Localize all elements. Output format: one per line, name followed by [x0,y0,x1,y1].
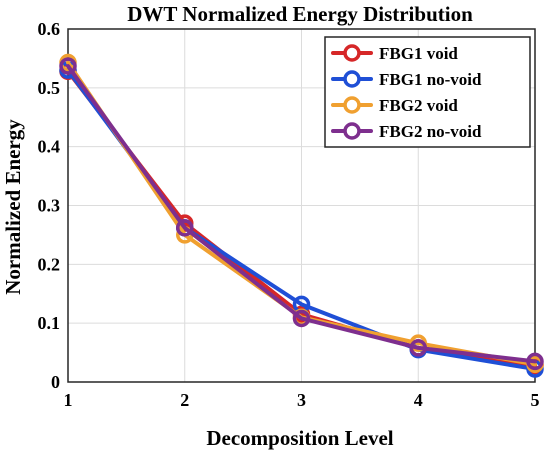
y-tick-label: 0.2 [38,254,61,274]
legend-label: FBG2 no-void [379,122,482,141]
legend-item: FBG2 no-void [331,122,482,141]
x-tick-label: 2 [180,390,189,410]
legend-marker [343,96,361,114]
x-tick-label: 5 [531,390,540,410]
legend-item: FBG2 void [331,96,458,115]
tick-labels: 1 2 3 4 5 0 0.1 0.2 0.3 0.4 0.5 0.6 [38,19,540,410]
legend-item: FBG1 no-void [331,70,482,89]
legend-label: FBG1 no-void [379,70,482,89]
y-tick-label: 0 [51,372,60,392]
y-tick-label: 0.4 [38,137,61,157]
legend: FBG1 void FBG1 no-void FBG2 void FBG2 no-vo… [324,36,531,148]
y-tick-label: 0.6 [38,19,61,39]
data-point [409,339,427,357]
y-tick-label: 0.1 [38,313,61,333]
y-tick-label: 0.5 [38,78,61,98]
x-tick-label: 1 [64,390,73,410]
legend-label: FBG2 void [379,96,458,115]
plot-area-frame [67,28,536,383]
legend-marker [343,44,361,62]
legend-label: FBG1 void [379,44,458,63]
chart-title: DWT Normalized Energy Distribution [127,2,473,26]
x-tick-label: 4 [414,390,423,410]
legend-item: FBG1 void [331,44,458,63]
data-point [292,309,311,328]
data-point [526,352,544,371]
x-tick-label: 3 [297,390,306,410]
y-axis-label: Normalized Energy [1,119,25,295]
series-fbg2-no-void [59,57,544,371]
data-point [176,219,194,237]
series-line [66,64,537,364]
series [59,53,544,378]
x-axis-label: Decomposition Level [206,426,393,450]
data-point [59,57,77,75]
legend-marker [343,122,361,140]
legend-marker [343,70,361,88]
y-tick-label: 0.3 [38,196,61,216]
